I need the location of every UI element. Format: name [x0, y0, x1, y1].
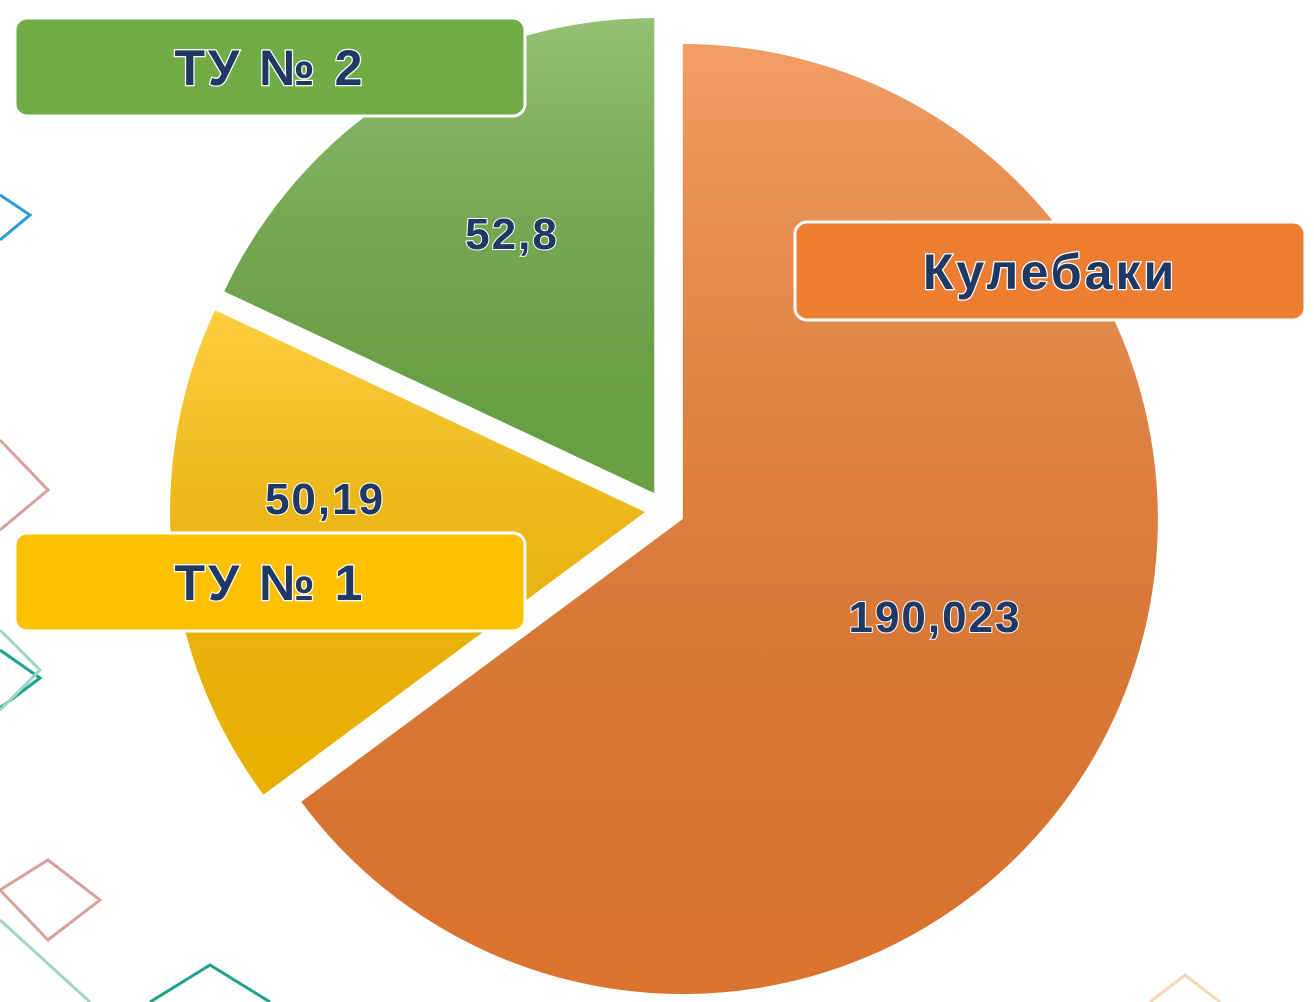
slice-shade [224, 18, 655, 494]
value-label: 190,023 [848, 593, 1021, 642]
category-label: ТУ № 2 [175, 40, 366, 96]
category-box [13, 16, 527, 118]
value-label: 50,19 [265, 475, 385, 524]
background-decor [0, 193, 1221, 1002]
category-label: ТУ № 1 [175, 555, 366, 611]
category-box [793, 220, 1307, 322]
labels: Кулебаки 190,023 ТУ № 1 50,19 ТУ № 2 52,8 [13, 16, 1307, 643]
category-label: Кулебаки [923, 244, 1177, 300]
category-box [13, 531, 527, 633]
value-label: 52,8 [465, 210, 559, 259]
